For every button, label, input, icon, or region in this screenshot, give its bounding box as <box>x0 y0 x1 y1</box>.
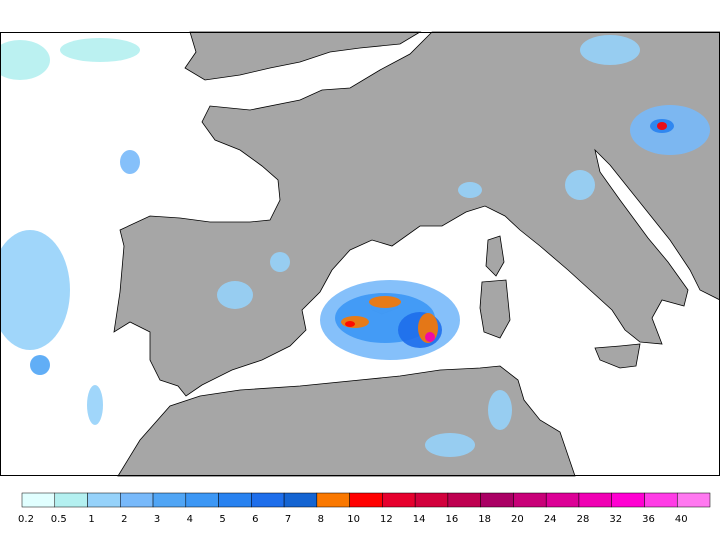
europe <box>113 31 720 397</box>
colorbar-label: 24 <box>544 514 557 525</box>
precip-area <box>369 296 401 308</box>
precip-area <box>30 355 50 375</box>
colorbar-label: 2 <box>121 514 127 525</box>
colorbar-label: 14 <box>413 514 426 525</box>
sardinia <box>479 279 511 339</box>
colorbar-label: 8 <box>318 514 324 525</box>
precip-area <box>0 40 50 80</box>
precipitation <box>0 35 710 457</box>
color-box <box>54 492 88 508</box>
precip-area <box>345 321 355 327</box>
colorbar-label: 28 <box>577 514 590 525</box>
color-box <box>578 492 612 508</box>
colorbar-label: 18 <box>478 514 491 525</box>
color-box <box>152 492 187 508</box>
colorbar-label: 3 <box>154 514 160 525</box>
color-box <box>414 492 449 508</box>
color-box <box>480 492 514 508</box>
color-box <box>513 492 547 508</box>
precip-area <box>425 332 435 342</box>
precip-area <box>657 122 667 130</box>
color-box <box>316 492 350 508</box>
color-box <box>218 492 252 508</box>
color-box <box>382 492 416 508</box>
colorbar-label: 0.2 <box>18 514 34 525</box>
colorbar-label: 6 <box>252 514 258 525</box>
precip-area <box>425 433 475 457</box>
color-box <box>676 492 711 508</box>
color-box <box>545 492 580 508</box>
color-box <box>447 492 481 508</box>
colorbar-label: 10 <box>347 514 360 525</box>
colorbar-label: 0.5 <box>51 514 67 525</box>
colorbar-label: 40 <box>675 514 688 525</box>
colorbar-label: 5 <box>219 514 225 525</box>
precip-area <box>217 281 253 309</box>
precip-area <box>580 35 640 65</box>
color-box <box>611 492 645 508</box>
color-box <box>251 492 285 508</box>
sicily <box>594 343 641 369</box>
colorbar-label: 1 <box>88 514 94 525</box>
colorbar-label: 16 <box>446 514 459 525</box>
colorbar-label: 32 <box>609 514 622 525</box>
precip-area <box>341 316 369 328</box>
precip-area <box>565 170 595 200</box>
color-box <box>185 492 219 508</box>
color-box <box>283 492 318 508</box>
color-box <box>21 492 56 508</box>
colorbar-label: 4 <box>187 514 193 525</box>
precip-area <box>60 38 140 62</box>
color-box <box>349 492 383 508</box>
corsica <box>485 235 505 277</box>
precip-area <box>458 182 482 198</box>
colorbar-label: 20 <box>511 514 524 525</box>
precip-area <box>488 390 512 430</box>
map <box>0 31 720 477</box>
colorbar-label: 7 <box>285 514 291 525</box>
color-box <box>87 492 121 508</box>
precip-area <box>87 385 103 425</box>
precip-area <box>0 230 70 350</box>
colorbar-label: 12 <box>380 514 393 525</box>
colorbar-label: 36 <box>642 514 655 525</box>
color-box <box>120 492 154 508</box>
colorbar: 0.2 0.5 1 2 3 4 5 6 7 8 10 12 14 16 18 20 24 28 32 36 40 <box>18 492 711 525</box>
precip-area <box>270 252 290 272</box>
great-britain <box>184 31 422 81</box>
precip-area <box>120 150 140 174</box>
color-box <box>644 492 678 508</box>
